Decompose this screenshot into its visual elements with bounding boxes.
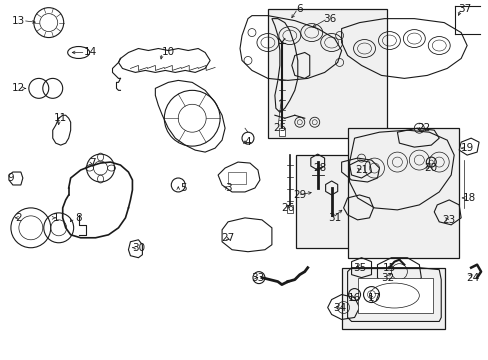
Text: 32: 32 [380,273,393,283]
Text: 13: 13 [12,15,25,26]
Bar [341,268,444,329]
Text: 20: 20 [424,163,437,173]
Text: 36: 36 [323,14,336,24]
Bar [295,155,386,248]
Text: 34: 34 [332,302,346,312]
Text: 2: 2 [16,213,22,223]
Text: 7: 7 [89,158,96,168]
Text: 25: 25 [273,123,286,133]
Text: 10: 10 [162,48,175,58]
Bar [267,9,386,138]
Bar [278,128,285,136]
Text: 29: 29 [293,190,306,200]
Text: 16: 16 [347,293,361,302]
Text: 14: 14 [84,48,97,58]
Bar [357,278,432,314]
Text: 28: 28 [312,163,325,173]
Text: 17: 17 [367,293,380,302]
Text: 26: 26 [281,203,294,213]
Text: 3: 3 [224,183,231,193]
Text: 30: 30 [132,243,144,253]
Text: 4: 4 [244,137,251,147]
Text: 9: 9 [8,173,14,183]
Bar [286,205,292,213]
Bar [347,128,458,258]
Text: 27: 27 [221,233,234,243]
Text: 19: 19 [460,143,473,153]
Text: 21: 21 [354,165,367,175]
Text: 8: 8 [75,213,82,223]
Text: 12: 12 [12,84,25,93]
Text: 24: 24 [466,273,479,283]
Text: 35: 35 [352,263,366,273]
Text: 33: 33 [251,273,264,283]
Text: 18: 18 [462,193,475,203]
Text: 1: 1 [52,213,59,223]
Text: 6: 6 [296,4,303,14]
Bar [227,172,245,184]
Text: 31: 31 [327,213,341,223]
Text: 37: 37 [458,4,471,14]
Text: 15: 15 [382,263,395,273]
Text: 22: 22 [417,123,430,133]
Text: 23: 23 [442,215,455,225]
Text: 11: 11 [54,113,67,123]
Text: 5: 5 [180,183,186,193]
